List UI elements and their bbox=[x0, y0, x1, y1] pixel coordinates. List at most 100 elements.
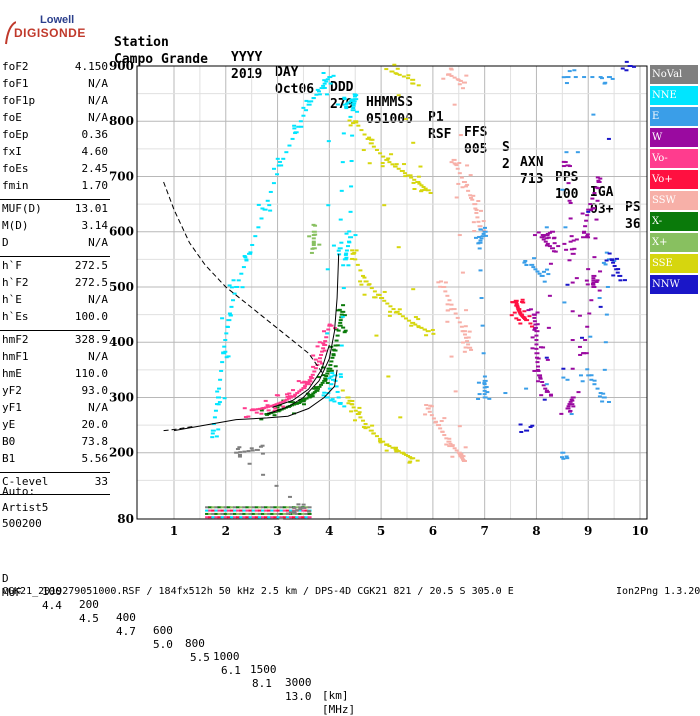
trace-segment-mark bbox=[481, 232, 486, 235]
trace-point bbox=[591, 274, 597, 277]
trace-segment-mark bbox=[362, 133, 367, 136]
es-trace-mark bbox=[248, 509, 253, 512]
trace-point-cluster bbox=[344, 105, 349, 108]
hdr-day: DAY bbox=[275, 65, 299, 80]
trace-segment-mark bbox=[544, 226, 549, 229]
trace-segment-mark bbox=[299, 388, 304, 391]
trace-point-cluster bbox=[423, 413, 428, 416]
param-row: foF1 N/A bbox=[2, 77, 108, 93]
es-trace-mark bbox=[260, 512, 265, 515]
trace-segment-mark bbox=[452, 103, 457, 106]
trace-point-cluster bbox=[552, 236, 557, 239]
trace-point-cluster bbox=[268, 209, 273, 212]
trace-segment-mark bbox=[396, 94, 401, 97]
trace-point-cluster bbox=[539, 346, 544, 349]
es-trace-mark bbox=[217, 516, 222, 519]
param-row: yF2 93.0 bbox=[2, 384, 108, 400]
es-trace-mark bbox=[205, 512, 210, 515]
trace-segment-mark bbox=[588, 203, 593, 206]
trace-point bbox=[247, 252, 253, 255]
trace-point-cluster bbox=[370, 138, 375, 141]
y-tick-label: 400 bbox=[109, 335, 134, 349]
trace-point bbox=[425, 189, 431, 192]
y-tick-label: 800 bbox=[109, 114, 134, 128]
trace-segment-mark bbox=[464, 336, 469, 339]
trace-point-cluster bbox=[477, 235, 482, 238]
trace-point-cluster bbox=[240, 286, 245, 289]
x-tick-label: 1 bbox=[170, 524, 178, 538]
trace-point-cluster bbox=[544, 237, 549, 240]
trace-point-cluster bbox=[482, 382, 487, 385]
trace-segment-mark bbox=[320, 381, 325, 384]
trace-segment-mark bbox=[293, 393, 298, 396]
param-value: 4.150 bbox=[74, 60, 108, 73]
trace-segment-mark bbox=[569, 413, 574, 416]
trace-segment-mark bbox=[330, 356, 335, 359]
trace-point bbox=[570, 252, 576, 255]
param-row: foEp 0.36 bbox=[2, 128, 108, 144]
hdr-station-value: Campo Grande bbox=[114, 52, 208, 67]
param-key: yF2 bbox=[2, 384, 22, 397]
trace-segment-mark bbox=[265, 199, 270, 202]
trace-point-cluster bbox=[237, 453, 242, 456]
trace-segment-mark bbox=[382, 299, 387, 302]
trace-point-cluster bbox=[231, 279, 236, 282]
es-trace-mark bbox=[242, 509, 247, 512]
es-trace-mark bbox=[282, 506, 287, 509]
trace-point bbox=[617, 274, 623, 277]
trace-point-cluster bbox=[387, 314, 392, 317]
trace-point-cluster bbox=[301, 503, 306, 506]
footer-muf-value: 13.0 bbox=[285, 690, 312, 703]
trace-point-cluster bbox=[310, 395, 315, 398]
trace-point-cluster bbox=[338, 375, 343, 378]
trace-point bbox=[262, 208, 268, 211]
hdr-axn: AXN bbox=[520, 155, 544, 170]
trace-segment-mark bbox=[447, 299, 452, 302]
trace-point-cluster bbox=[409, 457, 414, 460]
es-trace-mark bbox=[307, 506, 312, 509]
trace-point-cluster bbox=[342, 96, 347, 99]
trace-point-cluster bbox=[519, 430, 524, 433]
trace-segment-mark bbox=[393, 72, 398, 75]
trace-point-cluster bbox=[284, 393, 289, 396]
trace-point-cluster bbox=[306, 383, 311, 386]
trace-point-cluster bbox=[567, 165, 572, 168]
param-separator bbox=[0, 494, 110, 495]
trace-segment-mark bbox=[568, 240, 573, 243]
es-trace-mark bbox=[211, 506, 216, 509]
trace-point-cluster bbox=[372, 296, 377, 299]
trace-point-cluster bbox=[429, 405, 434, 408]
profile-curve-solid bbox=[272, 344, 330, 408]
param-key: foEp bbox=[2, 128, 29, 141]
trace-point-cluster bbox=[438, 285, 443, 288]
trace-point bbox=[280, 400, 286, 403]
trace-point-cluster bbox=[221, 351, 226, 354]
trace-point-cluster bbox=[439, 420, 444, 423]
trace-segment-mark bbox=[381, 155, 386, 158]
trace-point bbox=[436, 424, 442, 427]
trace-point-cluster bbox=[604, 251, 609, 254]
es-trace-mark bbox=[298, 516, 303, 519]
trace-segment-mark bbox=[365, 137, 370, 140]
trace-point-cluster bbox=[292, 506, 297, 509]
es-trace-mark bbox=[239, 516, 244, 519]
trace-point-cluster bbox=[367, 136, 372, 139]
es-trace-mark bbox=[301, 516, 306, 519]
trace-point-cluster bbox=[603, 263, 608, 266]
trace-point bbox=[348, 236, 354, 239]
param-key: hmE bbox=[2, 367, 22, 380]
trace-point-cluster bbox=[279, 517, 284, 520]
es-trace-mark bbox=[307, 512, 312, 515]
trace-point-cluster bbox=[266, 409, 271, 412]
trace-segment-mark bbox=[256, 226, 261, 229]
param-row: D N/A bbox=[2, 236, 108, 252]
es-trace-mark bbox=[226, 512, 231, 515]
footer-d-value: 600 bbox=[153, 624, 173, 637]
trace-point bbox=[254, 448, 260, 451]
trace-segment-mark bbox=[578, 374, 583, 377]
param-value: N/A bbox=[88, 77, 108, 90]
trace-segment-mark bbox=[287, 495, 292, 498]
trace-segment-mark bbox=[321, 84, 326, 87]
es-trace-mark bbox=[254, 516, 259, 519]
trace-point-cluster bbox=[285, 518, 290, 521]
